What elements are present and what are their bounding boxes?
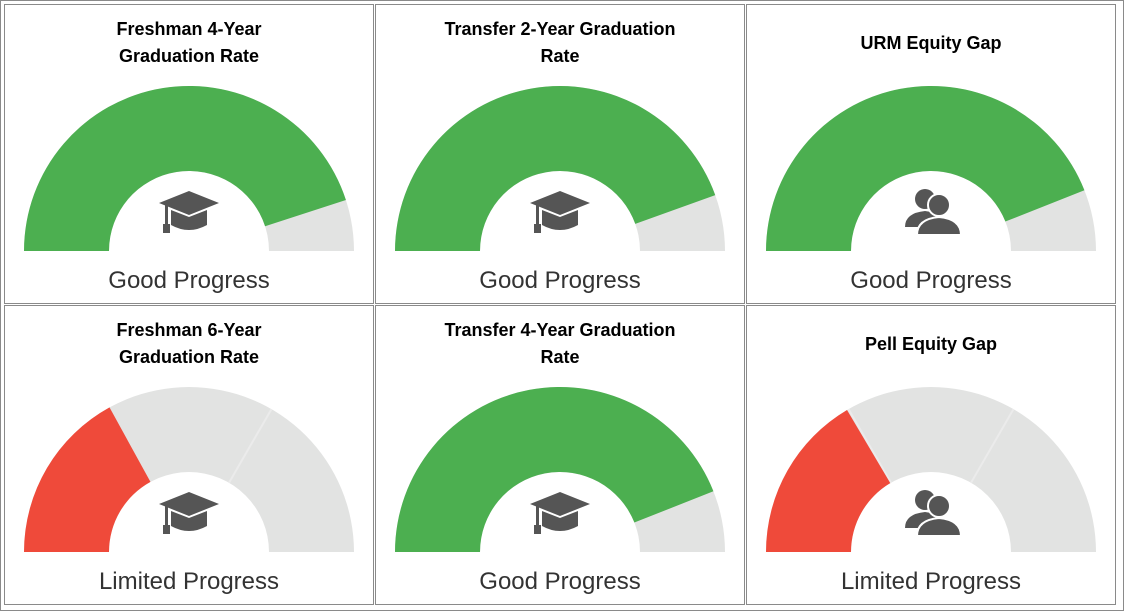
gauge <box>395 387 725 552</box>
graduation-cap-icon <box>159 191 219 233</box>
cap-tassel <box>536 505 539 527</box>
gauge-cell: Pell Equity Gap Limited Progress <box>746 305 1116 605</box>
gauge-title: URM Equity Gap <box>860 32 1002 53</box>
gauge-cell: URM Equity Gap Good Progress <box>746 4 1116 304</box>
gauge-status: Good Progress <box>479 568 641 595</box>
gauge-title: Transfer 4-Year Graduation Rate <box>444 320 676 367</box>
cap-body <box>171 210 207 230</box>
gauge-cell: Transfer 2-Year Graduation Rate Good Prog… <box>375 4 745 304</box>
gauge-title: Freshman 6-Year Graduation Rate <box>116 320 262 367</box>
gauge <box>766 86 1096 251</box>
gauge-status: Good Progress <box>479 267 641 294</box>
gauge-value <box>766 86 1085 251</box>
gauge <box>24 86 354 251</box>
gauge-cell: Transfer 4-Year Graduation Rate Good Prog… <box>375 305 745 605</box>
gauge-status: Good Progress <box>850 267 1012 294</box>
cap-tassel-end <box>534 525 541 534</box>
gauge-status: Good Progress <box>108 267 270 294</box>
gauge-cell: Freshman 4-Year Graduation Rate Good Prog… <box>4 4 374 304</box>
gauge-status: Limited Progress <box>98 568 280 595</box>
gauge-value <box>395 387 714 552</box>
person-body <box>915 215 963 236</box>
cap-tassel <box>536 204 539 226</box>
gauge-divider <box>228 408 273 484</box>
gauge <box>766 387 1096 552</box>
gauge-value <box>395 86 716 252</box>
cap-tassel <box>165 505 168 527</box>
gauge-cell: Freshman 6-Year Graduation Rate Limited P… <box>4 305 374 605</box>
graduation-cap-icon <box>159 492 219 534</box>
cap-top <box>530 191 590 215</box>
people-icon <box>905 189 963 236</box>
cap-body <box>171 511 207 531</box>
cap-body <box>542 210 578 230</box>
cap-top <box>159 492 219 516</box>
gauge <box>395 86 725 252</box>
gauge-divider <box>847 408 892 484</box>
cap-top <box>530 492 590 516</box>
gauge <box>24 387 354 552</box>
gauge-title: Pell Equity Gap <box>864 333 998 354</box>
cap-tassel-end <box>163 224 170 233</box>
person-head <box>927 494 951 518</box>
person-body <box>915 516 963 537</box>
gauge-divider <box>970 408 1015 484</box>
gauge-title: Transfer 2-Year Graduation Rate <box>444 19 676 66</box>
person-head <box>927 193 951 217</box>
cap-tassel <box>165 204 168 226</box>
gauge-value <box>24 407 151 552</box>
graduation-cap-icon <box>530 191 590 233</box>
cap-tassel-end <box>534 224 541 233</box>
gauge-title: Freshman 4-Year Graduation Rate <box>116 19 262 66</box>
gauge-status: Limited Progress <box>840 568 1022 595</box>
gauge-value <box>766 409 891 552</box>
graduation-cap-icon <box>530 492 590 534</box>
gauge-value <box>24 86 346 251</box>
cap-body <box>542 511 578 531</box>
cap-top <box>159 191 219 215</box>
people-icon <box>905 490 963 537</box>
cap-tassel-end <box>163 525 170 534</box>
